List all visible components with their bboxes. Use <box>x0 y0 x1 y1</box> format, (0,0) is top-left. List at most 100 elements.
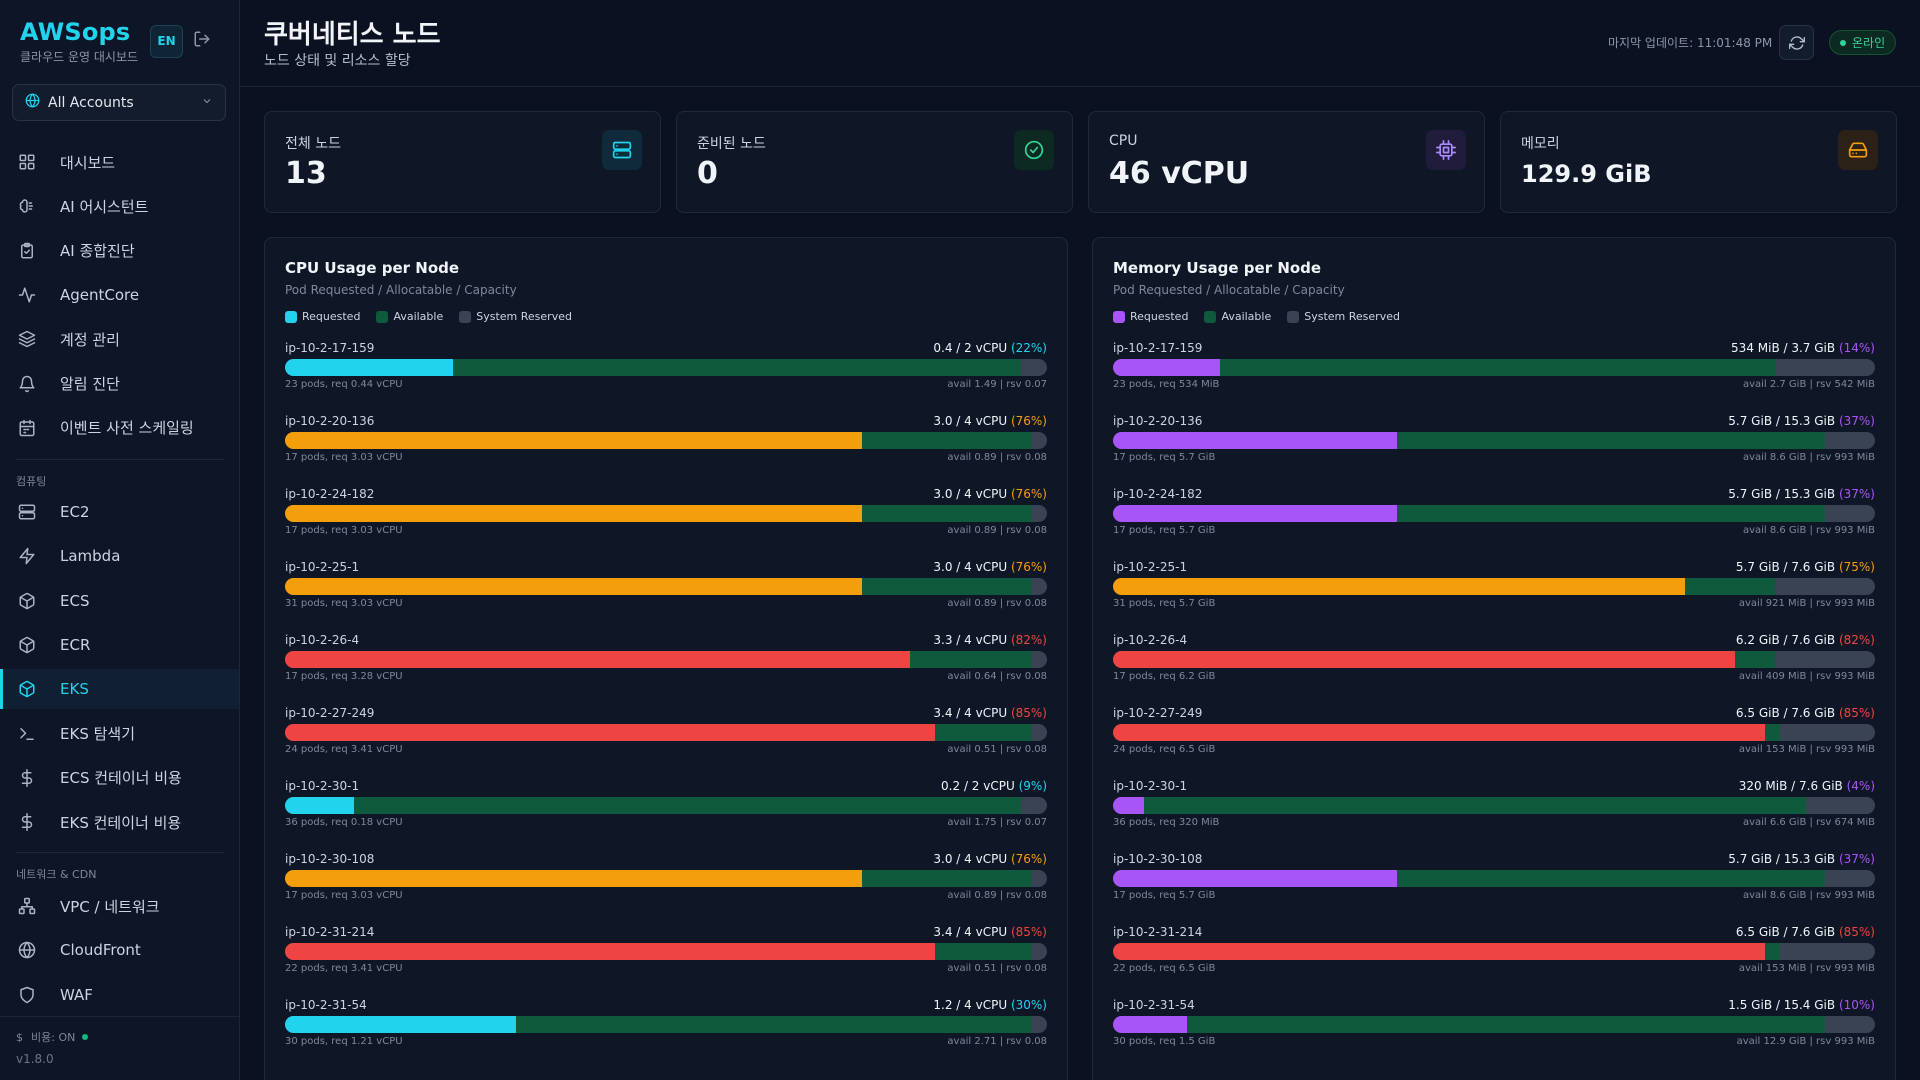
box-icon <box>18 636 48 654</box>
usage-bar <box>285 359 1047 376</box>
box-icon <box>18 680 48 698</box>
chart-legend: Requested Available System Reserved <box>1113 310 1416 323</box>
sidebar-item-ecs[interactable]: ECS <box>0 581 239 621</box>
node-usage-percent: (85%) <box>1010 706 1047 720</box>
node-avail: avail 0.89 | rsv 0.08 <box>947 890 1047 901</box>
bar-segment-requested <box>1113 724 1765 741</box>
node-usage: 3.3 / 4 vCPU (82%) <box>933 633 1047 647</box>
bar-segment-available <box>1397 432 1825 449</box>
node-pods: 22 pods, req 3.41 vCPU <box>285 963 403 974</box>
server-icon <box>602 130 642 170</box>
legend-available: Available <box>1204 310 1271 323</box>
bar-segment-requested <box>285 1016 516 1033</box>
node-usage: 5.7 GiB / 15.3 GiB (37%) <box>1728 414 1875 428</box>
sidebar-item-ai[interactable]: AI 어시스턴트 <box>0 186 239 226</box>
node-row: ip-10-2-31-54 1.2 / 4 vCPU (30%) 30 pods, … <box>285 998 1047 1058</box>
stat-card-memory: 메모리 129.9 GiB <box>1500 111 1897 213</box>
refresh-button[interactable] <box>1779 25 1814 60</box>
globe-icon <box>18 941 48 959</box>
node-pods: 17 pods, req 3.28 vCPU <box>285 671 403 682</box>
bar-segment-requested <box>1113 359 1220 376</box>
node-usage: 5.7 GiB / 15.3 GiB (37%) <box>1728 487 1875 501</box>
sidebar-item-cloudfront[interactable]: CloudFront <box>0 930 239 970</box>
sidebar-item-eks[interactable]: EKS 탐색기 <box>0 714 239 754</box>
sidebar-item-ai[interactable]: AI 종합진단 <box>0 231 239 271</box>
sidebar-item-label: AI 종합진단 <box>60 242 135 261</box>
nav-section-compute: 컴퓨팅 <box>16 475 47 488</box>
node-name: ip-10-2-27-249 <box>1113 706 1203 720</box>
sidebar-item-eks[interactable]: EKS <box>0 669 239 710</box>
stat-card-ready-nodes: 준비된 노드 0 <box>676 111 1073 213</box>
bar-segment-requested <box>285 359 453 376</box>
node-avail: avail 0.51 | rsv 0.08 <box>947 963 1047 974</box>
sidebar-item-lambda[interactable]: Lambda <box>0 536 239 576</box>
sidebar-footer <box>0 1016 239 1017</box>
status-dot <box>1840 39 1846 46</box>
node-avail: avail 0.89 | rsv 0.08 <box>947 525 1047 536</box>
node-row: ip-10-2-27-249 3.4 / 4 vCPU (85%) 24 pods,… <box>285 706 1047 766</box>
legend-requested: Requested <box>1113 310 1188 323</box>
page-subtitle: 노드 상태 및 리소스 할당 <box>264 53 411 69</box>
legend-reserved: System Reserved <box>1287 310 1400 323</box>
node-avail: avail 0.64 | rsv 0.08 <box>947 671 1047 682</box>
node-row: ip-10-2-24-182 3.0 / 4 vCPU (76%) 17 pods,… <box>285 487 1047 547</box>
node-name: ip-10-2-30-108 <box>285 852 375 866</box>
layers-icon <box>18 330 48 348</box>
terminal-icon <box>18 725 48 743</box>
node-usage-percent: (82%) <box>1010 633 1047 647</box>
usage-bar <box>1113 505 1875 522</box>
sidebar-item-item[interactable]: 알림 진단 <box>0 364 239 404</box>
logout-icon[interactable] <box>193 30 215 52</box>
legend-available: Available <box>376 310 443 323</box>
sidebar-item-waf[interactable]: WAF <box>0 975 239 1015</box>
node-usage-percent: (85%) <box>1010 925 1047 939</box>
sidebar-item-item[interactable]: 계정 관리 <box>0 319 239 359</box>
bar-segment-requested <box>285 870 862 887</box>
node-usage: 3.0 / 4 vCPU (76%) <box>933 560 1047 574</box>
language-toggle-button[interactable]: EN <box>150 25 183 58</box>
cost-status: $ 비용: ON <box>16 1029 89 1045</box>
node-name: ip-10-2-26-4 <box>285 633 360 647</box>
legend-requested: Requested <box>285 310 360 323</box>
sidebar-item-item[interactable]: 이벤트 사전 스케일링 <box>0 408 239 448</box>
sidebar-item-ec2[interactable]: EC2 <box>0 492 239 532</box>
node-pods: 17 pods, req 5.7 GiB <box>1113 452 1216 463</box>
sidebar-item-label: 알림 진단 <box>60 375 120 393</box>
sidebar-item-label: CloudFront <box>60 941 141 960</box>
node-name: ip-10-2-31-214 <box>1113 925 1203 939</box>
sidebar-item-eks[interactable]: EKS 컨테이너 비용 <box>0 802 239 842</box>
dashboard-grid-icon <box>18 153 48 171</box>
node-row: ip-10-2-26-4 3.3 / 4 vCPU (82%) 17 pods, r… <box>285 633 1047 693</box>
usage-bar <box>1113 797 1875 814</box>
stat-value: 129.9 GiB <box>1521 160 1652 188</box>
node-row: ip-10-2-31-214 3.4 / 4 vCPU (85%) 22 pods,… <box>285 925 1047 985</box>
node-usage-percent: (10%) <box>1838 998 1875 1012</box>
node-pods: 30 pods, req 1.21 vCPU <box>285 1036 403 1047</box>
bar-segment-requested <box>285 578 862 595</box>
node-row: ip-10-2-30-108 3.0 / 4 vCPU (76%) 17 pods,… <box>285 852 1047 912</box>
node-name: ip-10-2-30-1 <box>1113 779 1188 793</box>
account-select[interactable]: All Accounts <box>12 84 226 121</box>
node-name: ip-10-2-20-136 <box>285 414 375 428</box>
node-name: ip-10-2-17-159 <box>285 341 375 355</box>
sidebar-item-item[interactable]: 대시보드 <box>0 142 239 182</box>
sidebar-item-ecs[interactable]: ECS 컨테이너 비용 <box>0 758 239 798</box>
sidebar-item-ecr[interactable]: ECR <box>0 625 239 665</box>
node-usage: 320 MiB / 7.6 GiB (4%) <box>1738 779 1875 793</box>
node-name: ip-10-2-31-214 <box>285 925 375 939</box>
bar-segment-available <box>1765 724 1780 741</box>
bar-segment-available <box>910 651 1032 668</box>
bar-segment-available <box>935 943 1032 960</box>
bar-segment-available <box>354 797 1021 814</box>
sidebar-item-agentcore[interactable]: AgentCore <box>0 275 239 315</box>
node-name: ip-10-2-26-4 <box>1113 633 1188 647</box>
node-avail: avail 153 MiB | rsv 993 MiB <box>1738 744 1875 755</box>
sidebar-item-label: EKS <box>60 680 89 699</box>
node-row: ip-10-2-25-1 5.7 GiB / 7.6 GiB (75%) 31 po… <box>1113 560 1875 620</box>
node-usage-percent: (4%) <box>1846 779 1875 793</box>
usage-bar <box>285 432 1047 449</box>
sidebar-item-vpc[interactable]: VPC / 네트워크 <box>0 886 239 926</box>
sidebar: AWSops 클라우드 운영 대시보드 EN All Accounts 대시보드… <box>0 0 240 1080</box>
node-avail: avail 921 MiB | rsv 993 MiB <box>1738 598 1875 609</box>
stat-value: 0 <box>697 156 718 191</box>
